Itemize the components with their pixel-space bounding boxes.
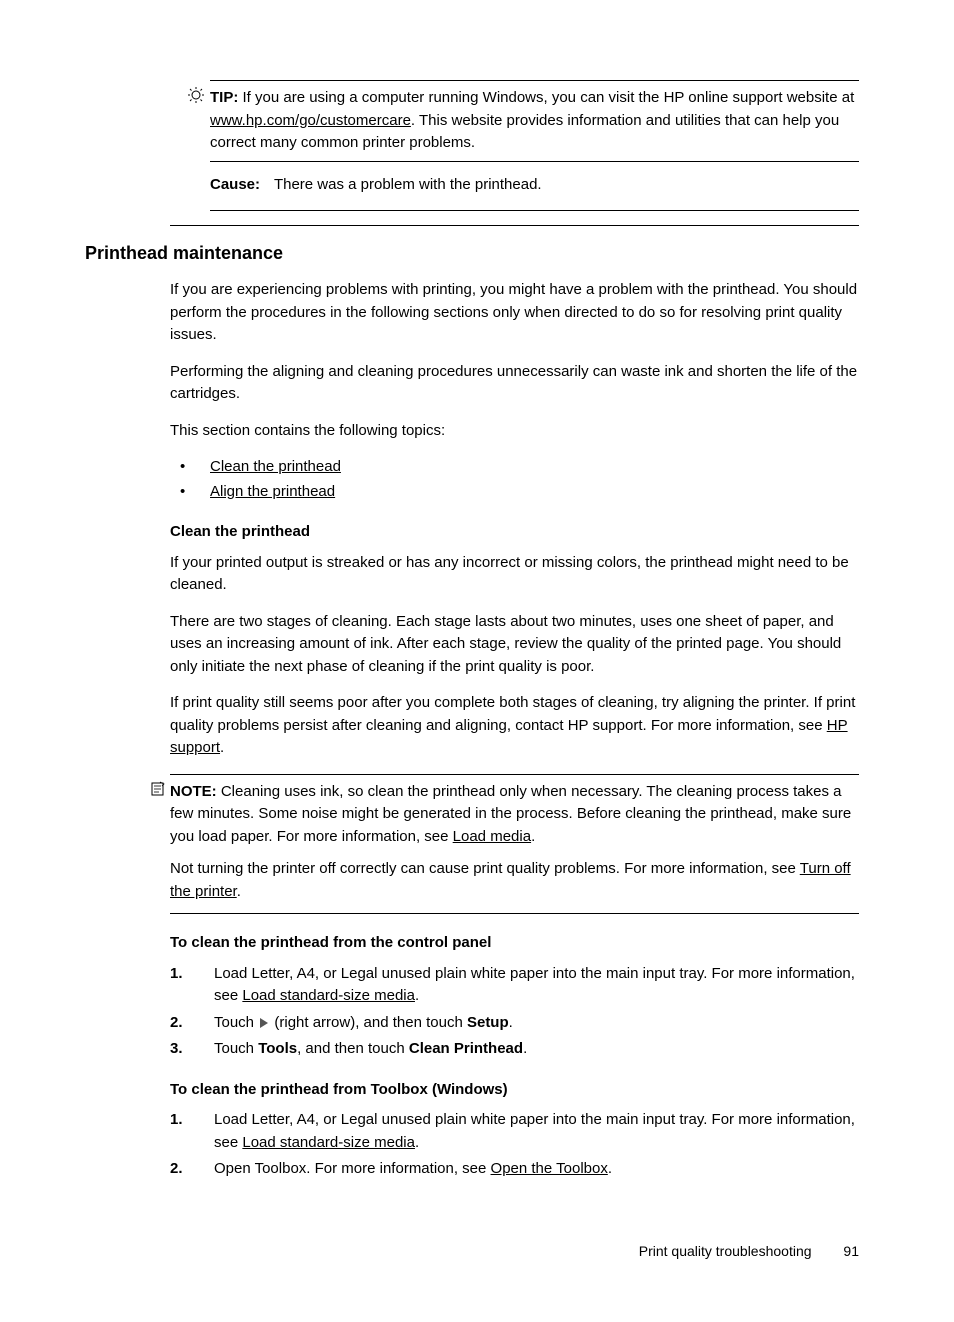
- procedure2-step-1: 1. Load Letter, A4, or Legal unused plai…: [170, 1109, 859, 1154]
- tools-label: Tools: [258, 1040, 297, 1057]
- cause-text: There was a problem with the printhead.: [274, 176, 542, 193]
- note-callout: NOTE: Cleaning uses ink, so clean the pr…: [170, 774, 859, 915]
- tip-label: TIP:: [210, 89, 238, 106]
- note-paragraph-2: Not turning the printer off correctly ca…: [170, 858, 859, 903]
- tip-content: TIP: If you are using a computer running…: [210, 87, 859, 155]
- tip-callout: TIP: If you are using a computer running…: [210, 80, 859, 162]
- intro-paragraph-1: If you are experiencing problems with pr…: [170, 279, 859, 347]
- note-icon: [150, 781, 166, 797]
- note-p1-after: .: [531, 828, 535, 845]
- step3-before: Touch: [214, 1040, 258, 1057]
- note-label: NOTE:: [170, 783, 217, 800]
- step2-mid: (right arrow), and then touch: [270, 1014, 467, 1031]
- load-standard-media-link[interactable]: Load standard-size media: [242, 987, 415, 1004]
- section-divider-top: [170, 225, 859, 226]
- procedure2-list: 1. Load Letter, A4, or Legal unused plai…: [170, 1109, 859, 1181]
- step-number: 2.: [170, 1158, 183, 1181]
- page-number: 91: [843, 1243, 859, 1259]
- note-paragraph-1: NOTE: Cleaning uses ink, so clean the pr…: [170, 781, 859, 849]
- step-number: 2.: [170, 1012, 183, 1035]
- note-content: NOTE: Cleaning uses ink, so clean the pr…: [170, 781, 859, 904]
- step-number: 1.: [170, 963, 183, 986]
- cause-row: Cause: There was a problem with the prin…: [210, 174, 859, 212]
- procedure1-heading: To clean the printhead from the control …: [170, 932, 859, 955]
- subheading-clean: Clean the printhead: [170, 521, 859, 544]
- procedure2-step-2: 2. Open Toolbox. For more information, s…: [170, 1158, 859, 1181]
- intro-paragraph-3: This section contains the following topi…: [170, 420, 859, 443]
- right-arrow-icon: [260, 1018, 268, 1028]
- topic-item-clean: Clean the printhead: [170, 456, 859, 479]
- cause-label: Cause:: [210, 174, 260, 197]
- open-toolbox-link[interactable]: Open the Toolbox: [491, 1160, 608, 1177]
- p2-step2-before: Open Toolbox. For more information, see: [214, 1160, 491, 1177]
- procedure1-list: 1. Load Letter, A4, or Legal unused plai…: [170, 963, 859, 1061]
- procedure1-step-1: 1. Load Letter, A4, or Legal unused plai…: [170, 963, 859, 1008]
- procedure2-heading: To clean the printhead from Toolbox (Win…: [170, 1079, 859, 1102]
- footer-text: Print quality troubleshooting: [639, 1243, 812, 1259]
- tip-link[interactable]: www.hp.com/go/customercare: [210, 112, 411, 129]
- step1-after: .: [415, 987, 419, 1004]
- topics-list: Clean the printhead Align the printhead: [170, 456, 859, 503]
- p2-step2-after: .: [608, 1160, 612, 1177]
- step-number: 1.: [170, 1109, 183, 1132]
- note-p2-before: Not turning the printer off correctly ca…: [170, 860, 800, 877]
- note-p2-after: .: [237, 883, 241, 900]
- clean-p3-after: .: [220, 739, 224, 756]
- step2-after: .: [509, 1014, 513, 1031]
- intro-paragraph-2: Performing the aligning and cleaning pro…: [170, 361, 859, 406]
- p2-step1-after: .: [415, 1134, 419, 1151]
- step-number: 3.: [170, 1038, 183, 1061]
- section-heading: Printhead maintenance: [85, 240, 859, 267]
- load-media-link[interactable]: Load media: [453, 828, 531, 845]
- topic-link-align[interactable]: Align the printhead: [210, 483, 335, 500]
- clean-printhead-label: Clean Printhead: [409, 1040, 523, 1057]
- step3-mid: , and then touch: [297, 1040, 409, 1057]
- clean-p3-before: If print quality still seems poor after …: [170, 694, 855, 734]
- topic-link-clean[interactable]: Clean the printhead: [210, 458, 341, 475]
- clean-paragraph-1: If your printed output is streaked or ha…: [170, 552, 859, 597]
- page-footer: Print quality troubleshooting 91: [85, 1241, 859, 1262]
- procedure1-step-2: 2. Touch (right arrow), and then touch S…: [170, 1012, 859, 1035]
- clean-paragraph-3: If print quality still seems poor after …: [170, 692, 859, 760]
- tip-text-before: If you are using a computer running Wind…: [243, 89, 855, 106]
- clean-paragraph-2: There are two stages of cleaning. Each s…: [170, 611, 859, 679]
- procedure1-step-3: 3. Touch Tools, and then touch Clean Pri…: [170, 1038, 859, 1061]
- topic-item-align: Align the printhead: [170, 481, 859, 504]
- load-standard-media-link-2[interactable]: Load standard-size media: [242, 1134, 415, 1151]
- step2-before: Touch: [214, 1014, 258, 1031]
- lightbulb-icon: [188, 87, 204, 103]
- setup-label: Setup: [467, 1014, 509, 1031]
- step3-after: .: [523, 1040, 527, 1057]
